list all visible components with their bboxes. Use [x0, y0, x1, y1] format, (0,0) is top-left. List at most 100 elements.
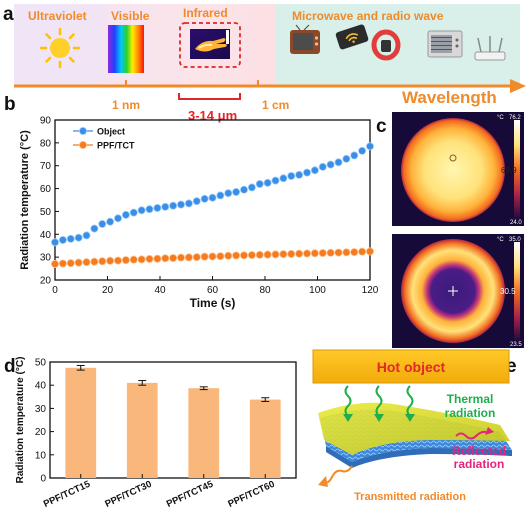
data-point-object: [98, 219, 107, 228]
marker-1nm: 1 nm: [112, 98, 140, 112]
thermal-bottom-min: 23.5: [510, 342, 522, 348]
category-label: PPF/TCT60: [226, 479, 276, 510]
data-point-object: [287, 171, 296, 180]
data-point-object: [74, 233, 83, 242]
data-point-ppf-tct: [365, 247, 374, 256]
data-point-ppf-tct: [66, 259, 75, 268]
y-tick-label: 20: [40, 276, 52, 287]
data-point-ppf-tct: [334, 248, 343, 257]
bar: [188, 388, 220, 478]
data-point-object: [310, 166, 319, 175]
x-tick-label: 0: [52, 285, 58, 296]
panel-c-letter: c: [376, 116, 387, 137]
data-point-ppf-tct: [184, 253, 193, 262]
data-point-ppf-tct: [239, 251, 248, 260]
data-point-object: [176, 200, 185, 209]
data-point-ppf-tct: [326, 248, 335, 257]
bar: [65, 367, 97, 478]
data-point-object: [302, 168, 311, 177]
data-point-ppf-tct: [153, 254, 162, 263]
thermal-radiation-label: Thermal radiation: [445, 392, 496, 420]
smartwatch-icon: [371, 29, 401, 61]
data-point-ppf-tct: [302, 249, 311, 258]
thermal-bottom-max: 35.0: [509, 237, 521, 243]
thermal-top-unit: °C: [497, 115, 504, 121]
data-point-ppf-tct: [51, 259, 60, 268]
transmitted-radiation-label: Transmitted radiation: [354, 491, 466, 503]
data-point-object: [247, 183, 256, 192]
smartphone-wifi-icon: [335, 24, 369, 50]
y-tick-label: 40: [35, 381, 47, 392]
data-point-ppf-tct: [145, 254, 154, 263]
thermal-radiation-arrows: [344, 385, 414, 417]
y-tick-label: 60: [40, 184, 52, 195]
y-tick-label: 30: [35, 404, 47, 415]
data-point-ppf-tct: [287, 249, 296, 258]
data-point-ppf-tct: [114, 256, 123, 265]
data-point-object: [145, 205, 154, 214]
data-point-object: [208, 193, 217, 202]
thermal-top-max: 76.2: [509, 115, 521, 121]
category-label: PPF/TCT45: [165, 478, 216, 509]
y-tick-label: 50: [40, 207, 52, 218]
y-tick-label: 50: [35, 358, 47, 369]
thermal-top-min: 24.0: [510, 220, 522, 226]
data-point-ppf-tct: [82, 258, 91, 267]
data-point-object: [51, 238, 60, 247]
data-point-object: [232, 187, 241, 196]
data-point-ppf-tct: [58, 259, 67, 268]
x-tick-label: 60: [207, 285, 219, 296]
data-point-object: [358, 146, 367, 155]
panel-e-letter: e: [506, 356, 517, 377]
visible-rainbow: [108, 25, 144, 73]
data-point-object: [295, 170, 304, 179]
bar: [126, 382, 158, 478]
category-label: PPF/TCT30: [103, 479, 153, 510]
ir-range-bracket: [178, 93, 241, 100]
data-point-object: [200, 194, 209, 203]
data-point-ppf-tct: [271, 250, 280, 259]
y-tick-label: 40: [40, 230, 52, 241]
reflected-radiation-arrow: [455, 430, 487, 440]
data-point-ppf-tct: [255, 250, 264, 259]
microwave-oven-icon: [427, 30, 463, 58]
band-label-ultraviolet: Ultraviolet: [28, 9, 87, 23]
data-point-ppf-tct: [263, 250, 272, 259]
y-tick-label: 90: [40, 116, 52, 127]
data-point-object: [334, 158, 343, 167]
data-point-ppf-tct: [129, 255, 138, 264]
x-tick-label: 40: [154, 285, 166, 296]
hot-object-bar: [312, 349, 510, 384]
plot-frame: [49, 361, 297, 479]
router-icon: [474, 36, 506, 61]
data-point-ppf-tct: [200, 252, 209, 261]
chart-d: 0 10 20 30 40 50 Radiation temperature (°C) PPF…: [15, 357, 297, 510]
data-point-ppf-tct: [74, 258, 83, 267]
tv-icon: [290, 24, 320, 54]
bar: [249, 399, 281, 478]
data-point-ppf-tct: [295, 249, 304, 258]
thermal-bottom-center: 30.5: [500, 287, 516, 296]
data-point-object: [161, 202, 170, 211]
ir-range-label: 3-14 μm: [188, 108, 237, 123]
thermal-colorbar-bottom: [514, 242, 520, 342]
y-tick-label: 10: [35, 450, 47, 461]
y-tick-label: 30: [40, 253, 52, 264]
x-tick-label: 100: [309, 285, 326, 296]
data-point-object: [224, 189, 233, 198]
thermal-colorbar-top: [514, 120, 520, 220]
hot-object-label: Hot object: [377, 359, 446, 375]
y-tick-label: 0: [40, 474, 46, 485]
panel-a-letter: a: [3, 4, 14, 25]
data-point-object: [184, 199, 193, 208]
data-point-ppf-tct: [350, 248, 359, 257]
y-axis-label: Radiation temperature (°C): [19, 130, 31, 270]
wavelength-label: Wavelength: [402, 88, 497, 107]
data-point-ppf-tct: [90, 257, 99, 266]
data-point-object: [279, 174, 288, 183]
data-point-ppf-tct: [247, 251, 256, 260]
data-point-ppf-tct: [224, 251, 233, 260]
data-point-ppf-tct: [310, 249, 319, 258]
legend-marker: [79, 127, 88, 136]
data-point-object: [318, 162, 327, 171]
